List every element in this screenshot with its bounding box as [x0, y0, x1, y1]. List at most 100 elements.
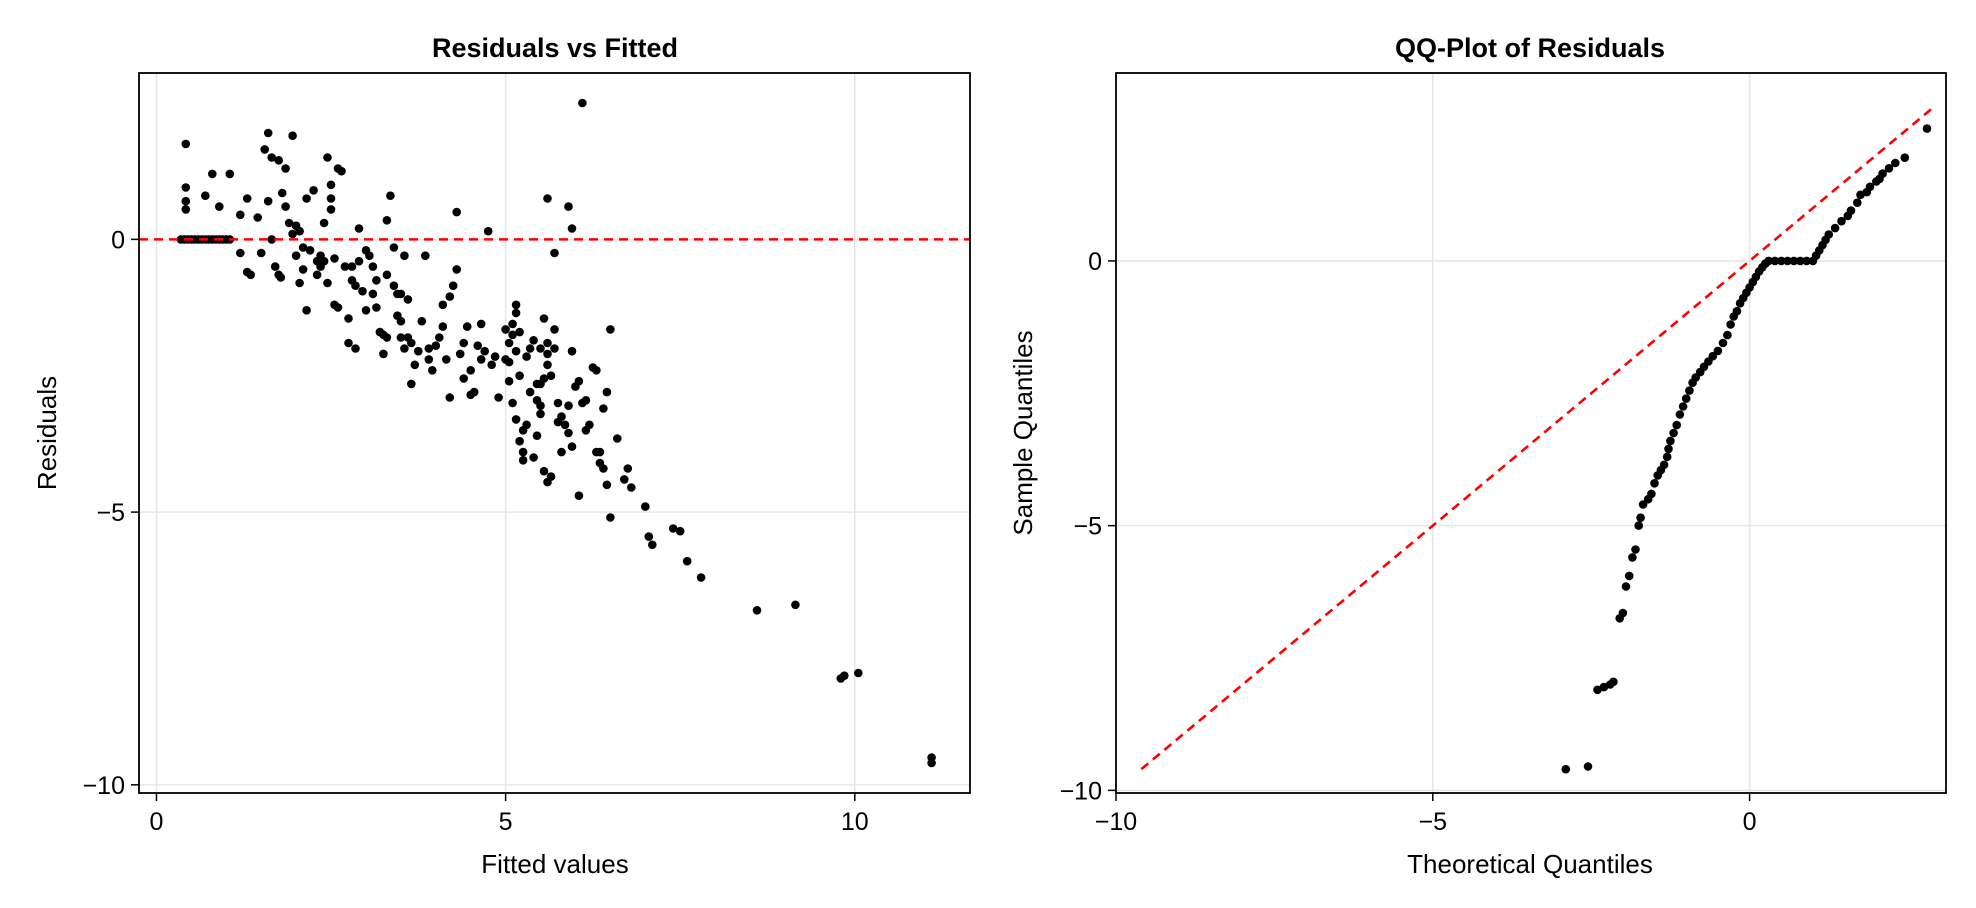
data-point — [1672, 420, 1681, 430]
data-point — [546, 472, 556, 481]
data-point — [396, 289, 406, 299]
data-point — [452, 207, 462, 217]
data-point — [305, 246, 315, 255]
data-point — [606, 513, 615, 522]
data-point — [476, 355, 486, 364]
data-point — [351, 281, 360, 291]
data-point — [550, 344, 559, 353]
data-point — [382, 333, 392, 342]
data-point — [361, 306, 371, 315]
data-point — [644, 532, 654, 541]
points — [1561, 124, 1932, 774]
data-point — [365, 251, 374, 260]
y-tick-label: −5 — [1073, 513, 1102, 541]
data-point — [515, 371, 524, 381]
data-point — [421, 251, 430, 260]
data-point — [1561, 764, 1571, 774]
chart-title: Residuals vs Fitted — [432, 33, 678, 63]
reference-line — [1140, 106, 1935, 771]
x-tick-label: −5 — [1419, 808, 1448, 836]
data-point — [595, 458, 605, 468]
data-point — [504, 357, 514, 367]
data-point — [295, 226, 304, 236]
data-point — [242, 194, 252, 203]
qq-plot-panel: QQ-Plot of Residuals −10 −5 0 0 −5 −10 Theor… — [1008, 33, 1947, 879]
data-point — [1659, 460, 1669, 470]
data-point — [602, 480, 612, 490]
data-point — [518, 456, 528, 465]
data-point — [455, 349, 465, 359]
data-point — [302, 194, 311, 203]
data-point — [1681, 394, 1691, 403]
data-point — [473, 341, 483, 351]
data-point — [574, 491, 584, 501]
data-point — [424, 344, 434, 353]
grid — [1115, 73, 1946, 793]
data-point — [347, 262, 357, 271]
data-point — [1830, 223, 1840, 233]
data-point — [445, 292, 455, 301]
data-point — [752, 606, 762, 615]
data-point — [253, 213, 262, 222]
data-point — [532, 431, 542, 441]
data-point — [448, 281, 458, 291]
data-point — [302, 306, 311, 315]
x-tick-label: −10 — [1095, 808, 1137, 836]
x-tick-label: 0 — [1743, 808, 1757, 836]
data-point — [1666, 436, 1675, 446]
data-point — [508, 398, 517, 408]
data-point — [1662, 452, 1672, 462]
data-point — [323, 278, 332, 288]
data-point — [623, 464, 633, 473]
data-point — [389, 281, 399, 291]
data-point — [553, 417, 563, 427]
x-ticks: 0 5 10 — [150, 793, 869, 836]
data-point — [476, 319, 486, 329]
data-point — [1853, 198, 1862, 207]
data-point — [1777, 256, 1786, 266]
data-point — [277, 188, 287, 198]
data-point — [553, 398, 563, 408]
data-point — [428, 366, 437, 375]
data-point — [564, 401, 573, 411]
data-point — [543, 194, 552, 203]
data-point — [560, 420, 570, 430]
data-point — [1837, 216, 1846, 226]
data-point — [309, 186, 318, 195]
data-point — [567, 442, 577, 451]
data-point — [1624, 571, 1634, 581]
data-point — [508, 330, 517, 340]
data-point — [281, 164, 290, 173]
data-point — [466, 366, 476, 375]
data-point — [354, 224, 364, 233]
data-point — [354, 256, 364, 266]
data-point — [319, 218, 329, 228]
data-point — [501, 325, 510, 334]
data-point — [1647, 489, 1656, 499]
data-point — [403, 295, 413, 304]
data-point — [407, 379, 416, 389]
data-point — [515, 327, 524, 337]
data-point — [459, 338, 469, 348]
data-point — [574, 376, 584, 386]
data-point — [627, 483, 636, 492]
y-tick-label: −5 — [96, 499, 125, 527]
data-point — [276, 273, 286, 282]
data-point — [326, 180, 336, 190]
data-point — [452, 265, 462, 274]
data-point — [1900, 153, 1910, 162]
data-point — [518, 447, 528, 457]
grid — [139, 73, 970, 793]
data-point — [438, 322, 448, 331]
data-point — [539, 314, 549, 323]
data-point — [532, 396, 542, 405]
data-point — [396, 316, 406, 326]
data-point — [1824, 230, 1834, 239]
data-point — [1723, 330, 1732, 340]
data-point — [337, 166, 346, 176]
data-point — [407, 338, 416, 348]
data-point — [225, 169, 235, 179]
data-point — [372, 303, 381, 312]
y-tick-label: −10 — [83, 772, 125, 800]
